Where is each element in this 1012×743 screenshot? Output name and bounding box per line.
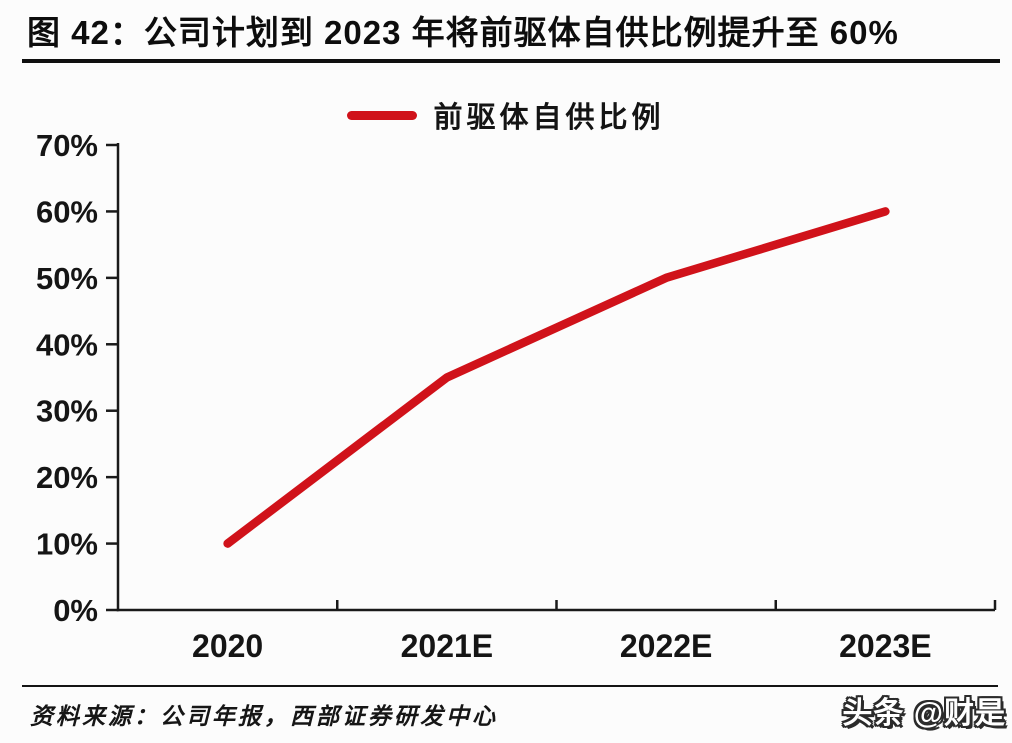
y-axis-label: 40% [36,327,98,362]
title-underline-rule [22,59,1000,63]
x-axis-label: 2020 [192,628,263,664]
y-axis-label: 50% [36,261,98,296]
y-axis-label: 0% [53,593,98,628]
y-axis-label: 70% [36,128,98,163]
x-axis-label: 2022E [620,628,713,664]
page-title: 图 42：公司计划到 2023 年将前驱体自供比例提升至 60% [27,14,899,51]
x-axis-label: 2023E [839,628,932,664]
legend-label: 前驱体自供比例 [433,102,665,134]
watermark-text: 头条 @财是 [842,697,1006,730]
y-axis-label: 10% [36,527,98,562]
legend-line-swatch [347,110,418,120]
source-note: 资料来源：公司年报，西部证券研发中心 [30,704,498,729]
x-axis-label: 2021E [401,628,494,664]
y-axis-label: 60% [36,194,98,229]
y-axis-label: 30% [36,394,98,429]
y-axis-label: 20% [36,460,98,495]
footer-rule [22,685,998,687]
chart-legend: 前驱体自供比例 [0,96,1012,134]
series-line [223,207,890,548]
